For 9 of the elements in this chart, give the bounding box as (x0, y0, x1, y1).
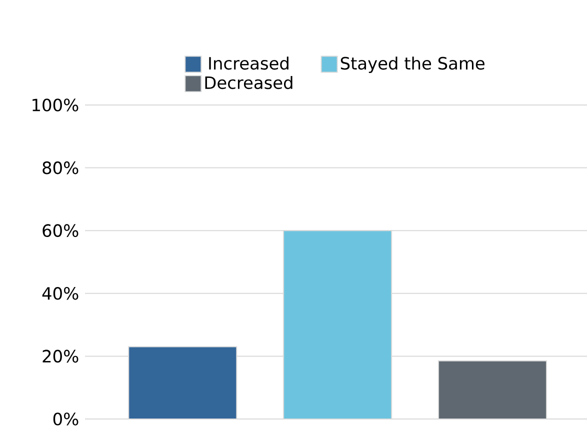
legend-label: Increased (209, 56, 288, 70)
legend-label: Decreased (205, 76, 292, 90)
y-tick-label: 80% (42, 161, 78, 174)
y-tick-label: 100% (32, 98, 78, 112)
y-tick-label: 40% (42, 286, 78, 300)
y-tick-label: 20% (42, 350, 78, 363)
legend-label: Stayed the Same (340, 56, 484, 73)
y-tick-label: 60% (42, 224, 78, 237)
y-tick-label: 0% (53, 412, 78, 426)
